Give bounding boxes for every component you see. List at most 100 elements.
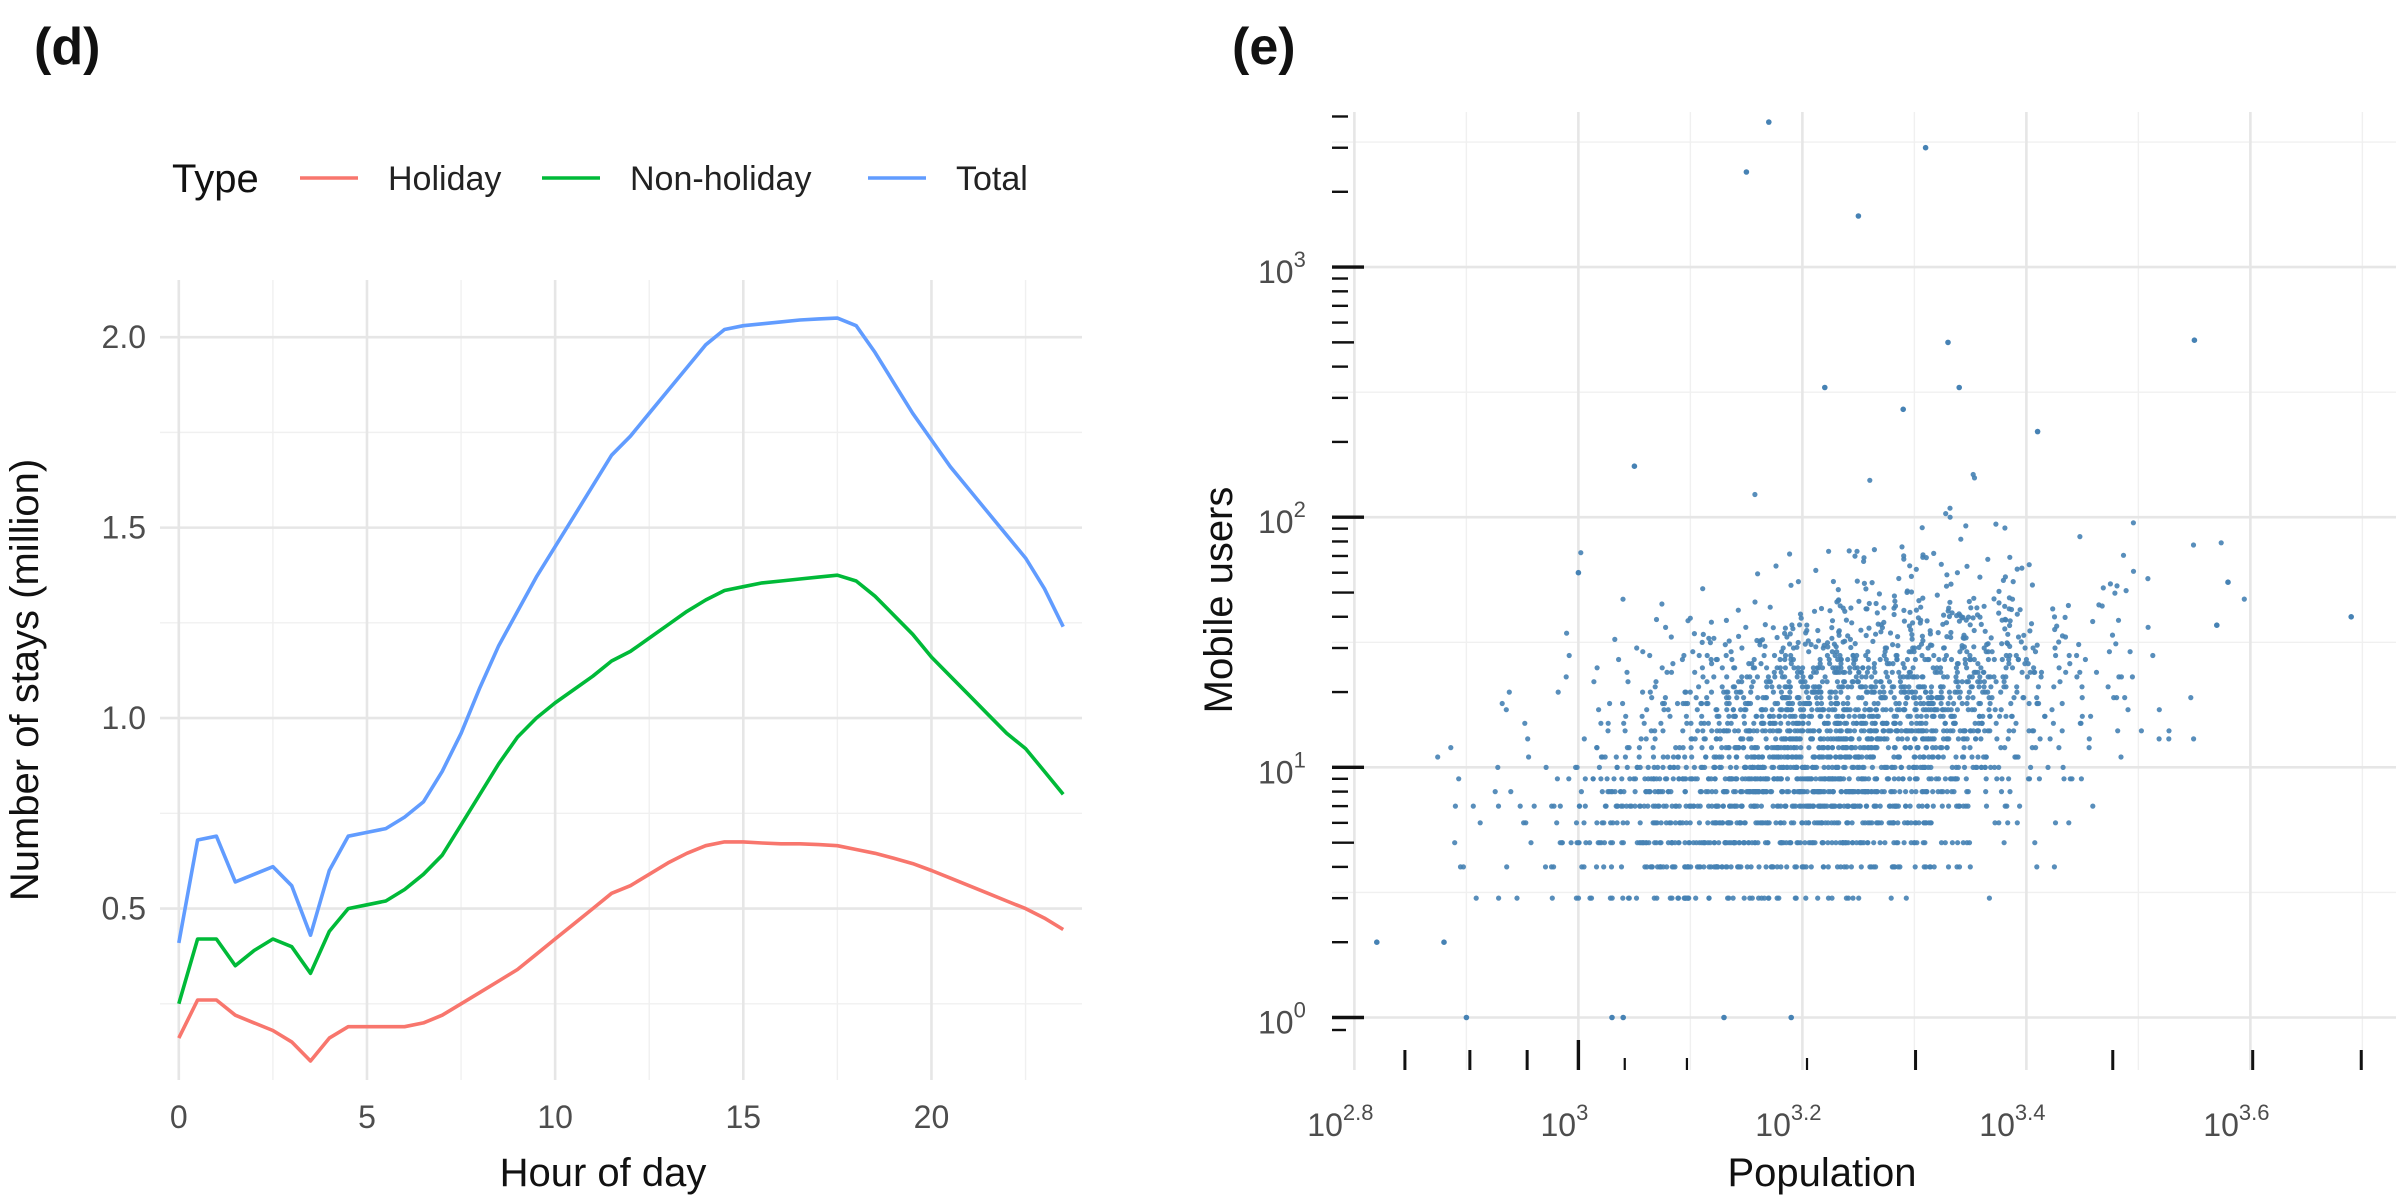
scatter-point (1803, 689, 1810, 695)
scatter-point (1818, 754, 1825, 760)
scatter-point (2063, 669, 2069, 675)
scatter-point (1815, 638, 1822, 644)
scatter-point (1996, 600, 2002, 606)
scatter-point (1751, 745, 1758, 751)
scatter-point (2014, 611, 2020, 617)
scatter-point (1729, 656, 1735, 663)
scatter-point (1602, 754, 1608, 760)
scatter-point (1872, 684, 1879, 690)
scatter-point (1849, 840, 1855, 846)
scatter-point (1644, 707, 1650, 713)
scatter-point (1672, 820, 1679, 826)
scatter-point (1452, 840, 1458, 846)
scatter-point (1700, 728, 1706, 734)
scatter-point (1914, 720, 1920, 726)
scatter-point (1773, 745, 1779, 751)
scatter-point (1693, 695, 1699, 701)
scatter-point (1913, 700, 1919, 707)
scatter-point (1829, 625, 1835, 631)
scatter-point (1891, 593, 1897, 599)
scatter-point (1849, 620, 1855, 626)
scatter-point (1735, 728, 1741, 734)
scatter-point (1693, 895, 1699, 901)
scatter-point (1739, 679, 1745, 685)
scatter-point (1888, 707, 1894, 713)
scatter-point (1782, 652, 1789, 659)
scatter-point (1733, 764, 1739, 771)
scatter-point (1850, 895, 1856, 901)
scatter-point (1890, 661, 1896, 667)
scatter-point (1878, 679, 1884, 685)
scatter-point (1774, 665, 1780, 671)
scatter-point (1970, 764, 1976, 771)
scatter-point (1804, 622, 1810, 628)
scatter-point (1658, 820, 1664, 826)
scatter-point (1793, 764, 1799, 771)
scatter-point (1506, 689, 1512, 695)
scatter-point (1869, 674, 1875, 680)
scatter-point (1987, 728, 1993, 734)
scatter-point (1910, 620, 1916, 626)
scatter-point (1963, 523, 1969, 529)
scatter-point (1650, 745, 1656, 751)
scatter-point (1609, 895, 1615, 901)
scatter-point (1833, 764, 1839, 771)
scatter-point (1922, 789, 1928, 795)
scatter-point (1931, 707, 1937, 713)
scatter-point (1759, 764, 1766, 771)
scatter-point (1724, 674, 1730, 680)
scatter-point (2007, 618, 2013, 624)
scatter-point (1980, 689, 1986, 695)
scatter-point (1645, 764, 1651, 771)
scatter-point (1825, 720, 1831, 726)
scatter-point (1499, 700, 1505, 707)
scatter-point (1875, 736, 1881, 742)
scatter-point (1654, 895, 1660, 901)
scatter-point (1521, 820, 1527, 826)
scatter-point (1938, 700, 1944, 707)
scatter-point (2009, 596, 2016, 602)
scatter-point (1732, 803, 1738, 809)
scatter-point (1713, 789, 1719, 795)
scatter-point (1830, 578, 1836, 585)
scatter-point (1695, 728, 1701, 734)
scatter-point (1859, 674, 1865, 680)
scatter-point (1711, 674, 1717, 680)
scatter-point (2003, 665, 2009, 671)
scatter-point (1522, 720, 1528, 726)
scatter-point (1871, 700, 1877, 707)
scatter-point (1711, 840, 1717, 846)
scatter-point (1750, 789, 1756, 795)
scatter-point (2029, 745, 2035, 751)
scatter-point (1946, 613, 1952, 620)
scatter-point (1754, 637, 1760, 644)
scatter-point (1708, 864, 1714, 870)
scatter-point (1747, 728, 1753, 734)
scatter-point (1811, 608, 1818, 614)
scatter-point (1869, 713, 1875, 719)
scatter-point (1951, 713, 1957, 719)
line-chart-y-axis-title: Number of stays (million) (3, 459, 47, 901)
scatter-point (1961, 764, 1968, 771)
scatter-point (2005, 820, 2011, 826)
scatter-point (1905, 820, 1911, 826)
scatter-point (1742, 820, 1748, 826)
scatter-point (1872, 669, 1878, 675)
scatter-point (1801, 707, 1807, 713)
scatter-point (1683, 713, 1689, 719)
scatter-point (1659, 665, 1665, 671)
scatter-point (1711, 754, 1717, 760)
scatter-point (1583, 840, 1589, 846)
scatter-point (1938, 789, 1944, 795)
scatter-point (1849, 736, 1855, 742)
scatter-point (1676, 776, 1682, 782)
scatter-point (1865, 840, 1871, 846)
scatter-point (1854, 764, 1860, 771)
scatter-point (1728, 776, 1734, 782)
scatter-point (1965, 679, 1971, 685)
scatter-point (1986, 895, 1992, 901)
scatter-point (1655, 764, 1661, 771)
scatter-point (2079, 684, 2085, 690)
series-line-total (177, 316, 1065, 944)
scatter-point (1912, 707, 1918, 713)
